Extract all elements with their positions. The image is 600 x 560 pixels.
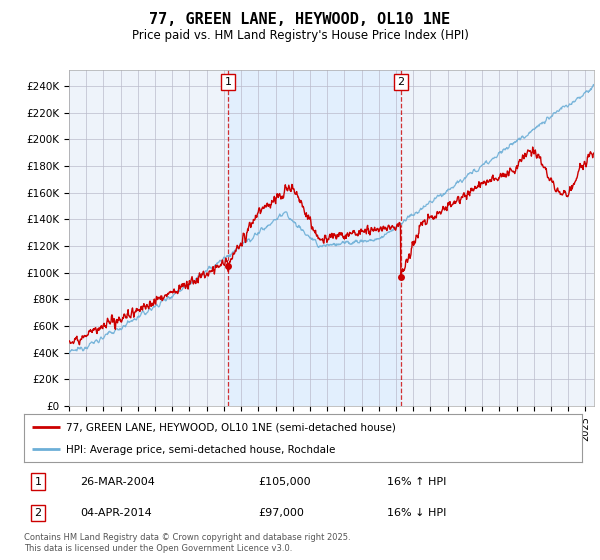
Text: 1: 1 [34,477,41,487]
Text: Contains HM Land Registry data © Crown copyright and database right 2025.
This d: Contains HM Land Registry data © Crown c… [24,533,350,553]
Text: 77, GREEN LANE, HEYWOOD, OL10 1NE (semi-detached house): 77, GREEN LANE, HEYWOOD, OL10 1NE (semi-… [66,423,396,433]
Text: HPI: Average price, semi-detached house, Rochdale: HPI: Average price, semi-detached house,… [66,445,335,455]
Text: 16% ↓ HPI: 16% ↓ HPI [387,508,446,518]
Text: £97,000: £97,000 [259,508,304,518]
Text: 2: 2 [397,77,404,87]
Text: 77, GREEN LANE, HEYWOOD, OL10 1NE: 77, GREEN LANE, HEYWOOD, OL10 1NE [149,12,451,27]
Text: 04-APR-2014: 04-APR-2014 [80,508,152,518]
Text: £105,000: £105,000 [259,477,311,487]
Text: 1: 1 [224,77,232,87]
Text: 2: 2 [34,508,41,518]
Text: Price paid vs. HM Land Registry's House Price Index (HPI): Price paid vs. HM Land Registry's House … [131,29,469,42]
Text: 16% ↑ HPI: 16% ↑ HPI [387,477,446,487]
Bar [228,70,401,406]
Text: 26-MAR-2004: 26-MAR-2004 [80,477,155,487]
